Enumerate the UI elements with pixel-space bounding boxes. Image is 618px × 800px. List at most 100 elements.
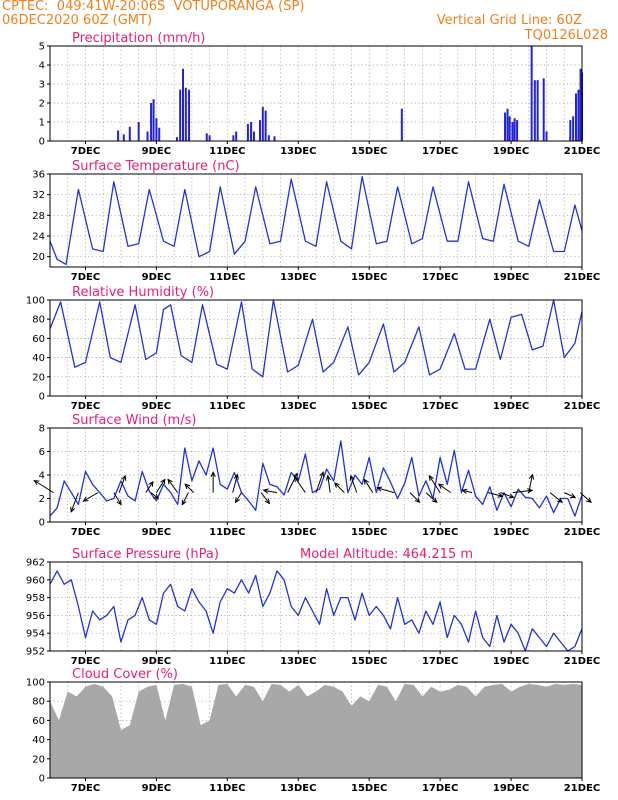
x-tick-label: 9DEC (142, 656, 171, 667)
panel-title: Surface Pressure (hPa) (72, 547, 219, 562)
wind-arrow (363, 479, 374, 493)
y-tick-label: 60 (32, 334, 45, 345)
y-tick-label: 28 (32, 211, 45, 222)
x-tick-label: 13DEC (280, 272, 316, 283)
wind-arrow (287, 473, 298, 493)
wind-arrow-head (414, 497, 421, 504)
wind-arrow-head (121, 474, 127, 481)
y-tick-label: 1 (39, 118, 45, 129)
y-tick-label: 0 (39, 774, 45, 785)
precip-bar (530, 46, 533, 141)
x-tick-label: 17DEC (422, 656, 458, 667)
x-tick-label: 7DEC (71, 401, 100, 412)
wind-arrow (377, 487, 395, 494)
wind-arrow-head (333, 482, 340, 488)
y-tick-label: 0 (39, 137, 45, 148)
station-header: CPTEC: 049:41W-20:06S VOTUPORANGA (SP) (2, 0, 305, 14)
panel-frame (49, 299, 583, 397)
precip-bar (264, 110, 267, 141)
precip-bar (569, 120, 572, 141)
precip-bar (511, 122, 514, 141)
y-tick-label: 2 (39, 494, 45, 505)
x-tick-label: 19DEC (493, 783, 529, 794)
wind-arrow-head (349, 474, 355, 481)
wind-arrow (294, 476, 306, 493)
precip-bar (504, 112, 507, 141)
precip-bar (516, 120, 519, 141)
panel-frame (49, 173, 583, 268)
y-tick-label: 5 (39, 42, 45, 53)
wind-arrow-head (116, 499, 122, 506)
y-tick-label: 40 (32, 735, 45, 746)
wind-arrow-head (33, 480, 40, 486)
x-tick-label: 11DEC (209, 527, 245, 538)
x-tick-label: 11DEC (209, 272, 245, 283)
x-tick-label: 21DEC (564, 401, 600, 412)
cloud-cover-area (50, 683, 582, 778)
wind-arrow (83, 492, 99, 502)
wind-arrow (150, 492, 159, 500)
wind-arrow-head (586, 497, 592, 503)
precip-bar (155, 118, 158, 141)
wind-arrow-head (376, 486, 383, 492)
wind-arrow-head (428, 474, 434, 481)
precip-bar (267, 135, 270, 141)
precip-bar (235, 131, 238, 141)
y-tick-label: 60 (32, 716, 45, 727)
x-tick-label: 13DEC (280, 783, 316, 794)
series-line (49, 440, 583, 517)
precip-bar (536, 80, 539, 141)
x-tick-label: 17DEC (422, 527, 458, 538)
x-tick-label: 11DEC (209, 146, 245, 157)
precip-bar (574, 93, 577, 141)
x-tick-label: 9DEC (142, 146, 171, 157)
wind-arrow (315, 472, 324, 493)
panel-frame (49, 561, 583, 652)
product-code: TQ0126L028 (524, 28, 608, 43)
wind-arrow-head (184, 483, 191, 490)
x-tick-label: 9DEC (142, 272, 171, 283)
y-tick-label: 20 (32, 754, 45, 765)
wind-arrow (564, 492, 576, 498)
precip-bar (545, 131, 548, 141)
precip-bar (579, 68, 582, 141)
precip-bar (400, 108, 403, 141)
wind-arrow (118, 475, 126, 493)
y-tick-label: 954 (26, 629, 45, 640)
wind-arrow-head (153, 493, 160, 500)
x-tick-label: 15DEC (351, 272, 387, 283)
wind-arrow-head (167, 478, 173, 485)
panel-frame (49, 681, 583, 779)
y-tick-label: 3 (39, 80, 45, 91)
precip-bar (137, 122, 140, 141)
precip-bar (182, 68, 184, 141)
x-tick-label: 9DEC (142, 783, 171, 794)
x-tick-label: 13DEC (280, 656, 316, 667)
x-tick-label: 7DEC (71, 527, 100, 538)
precip-bar (273, 136, 276, 141)
wind-arrow (528, 474, 533, 493)
precip-bar (188, 89, 191, 141)
wind-arrow (425, 492, 438, 503)
panel-2: 20 24 28 32 36 7DEC 9DEC 11DEC 13DEC 15DEC 17DEC 19… (32, 159, 600, 283)
wind-arrow-head (70, 506, 76, 513)
x-tick-label: 19DEC (493, 656, 529, 667)
wind-arrow-head (293, 476, 300, 483)
wind-arrow-head (292, 472, 298, 479)
wind-arrow-head (461, 488, 468, 494)
y-tick-label: 100 (26, 296, 45, 307)
wind-arrow (155, 479, 166, 493)
x-tick-label: 19DEC (493, 146, 529, 157)
precip-bar (572, 116, 575, 141)
y-tick-label: 2 (39, 99, 45, 110)
panel-subtitle: Model Altitude: 464.215 m (300, 547, 473, 562)
precip-bar (184, 87, 187, 141)
wind-arrow-head (325, 474, 331, 481)
wind-arrow-head (528, 473, 535, 480)
x-tick-label: 15DEC (351, 783, 387, 794)
run-datetime: 06DEC2020 60Z (GMT) (2, 13, 153, 28)
wind-arrow-head (437, 483, 444, 489)
wind-arrow-head (363, 478, 369, 485)
y-tick-label: 0 (39, 518, 45, 529)
x-tick-label: 17DEC (422, 146, 458, 157)
